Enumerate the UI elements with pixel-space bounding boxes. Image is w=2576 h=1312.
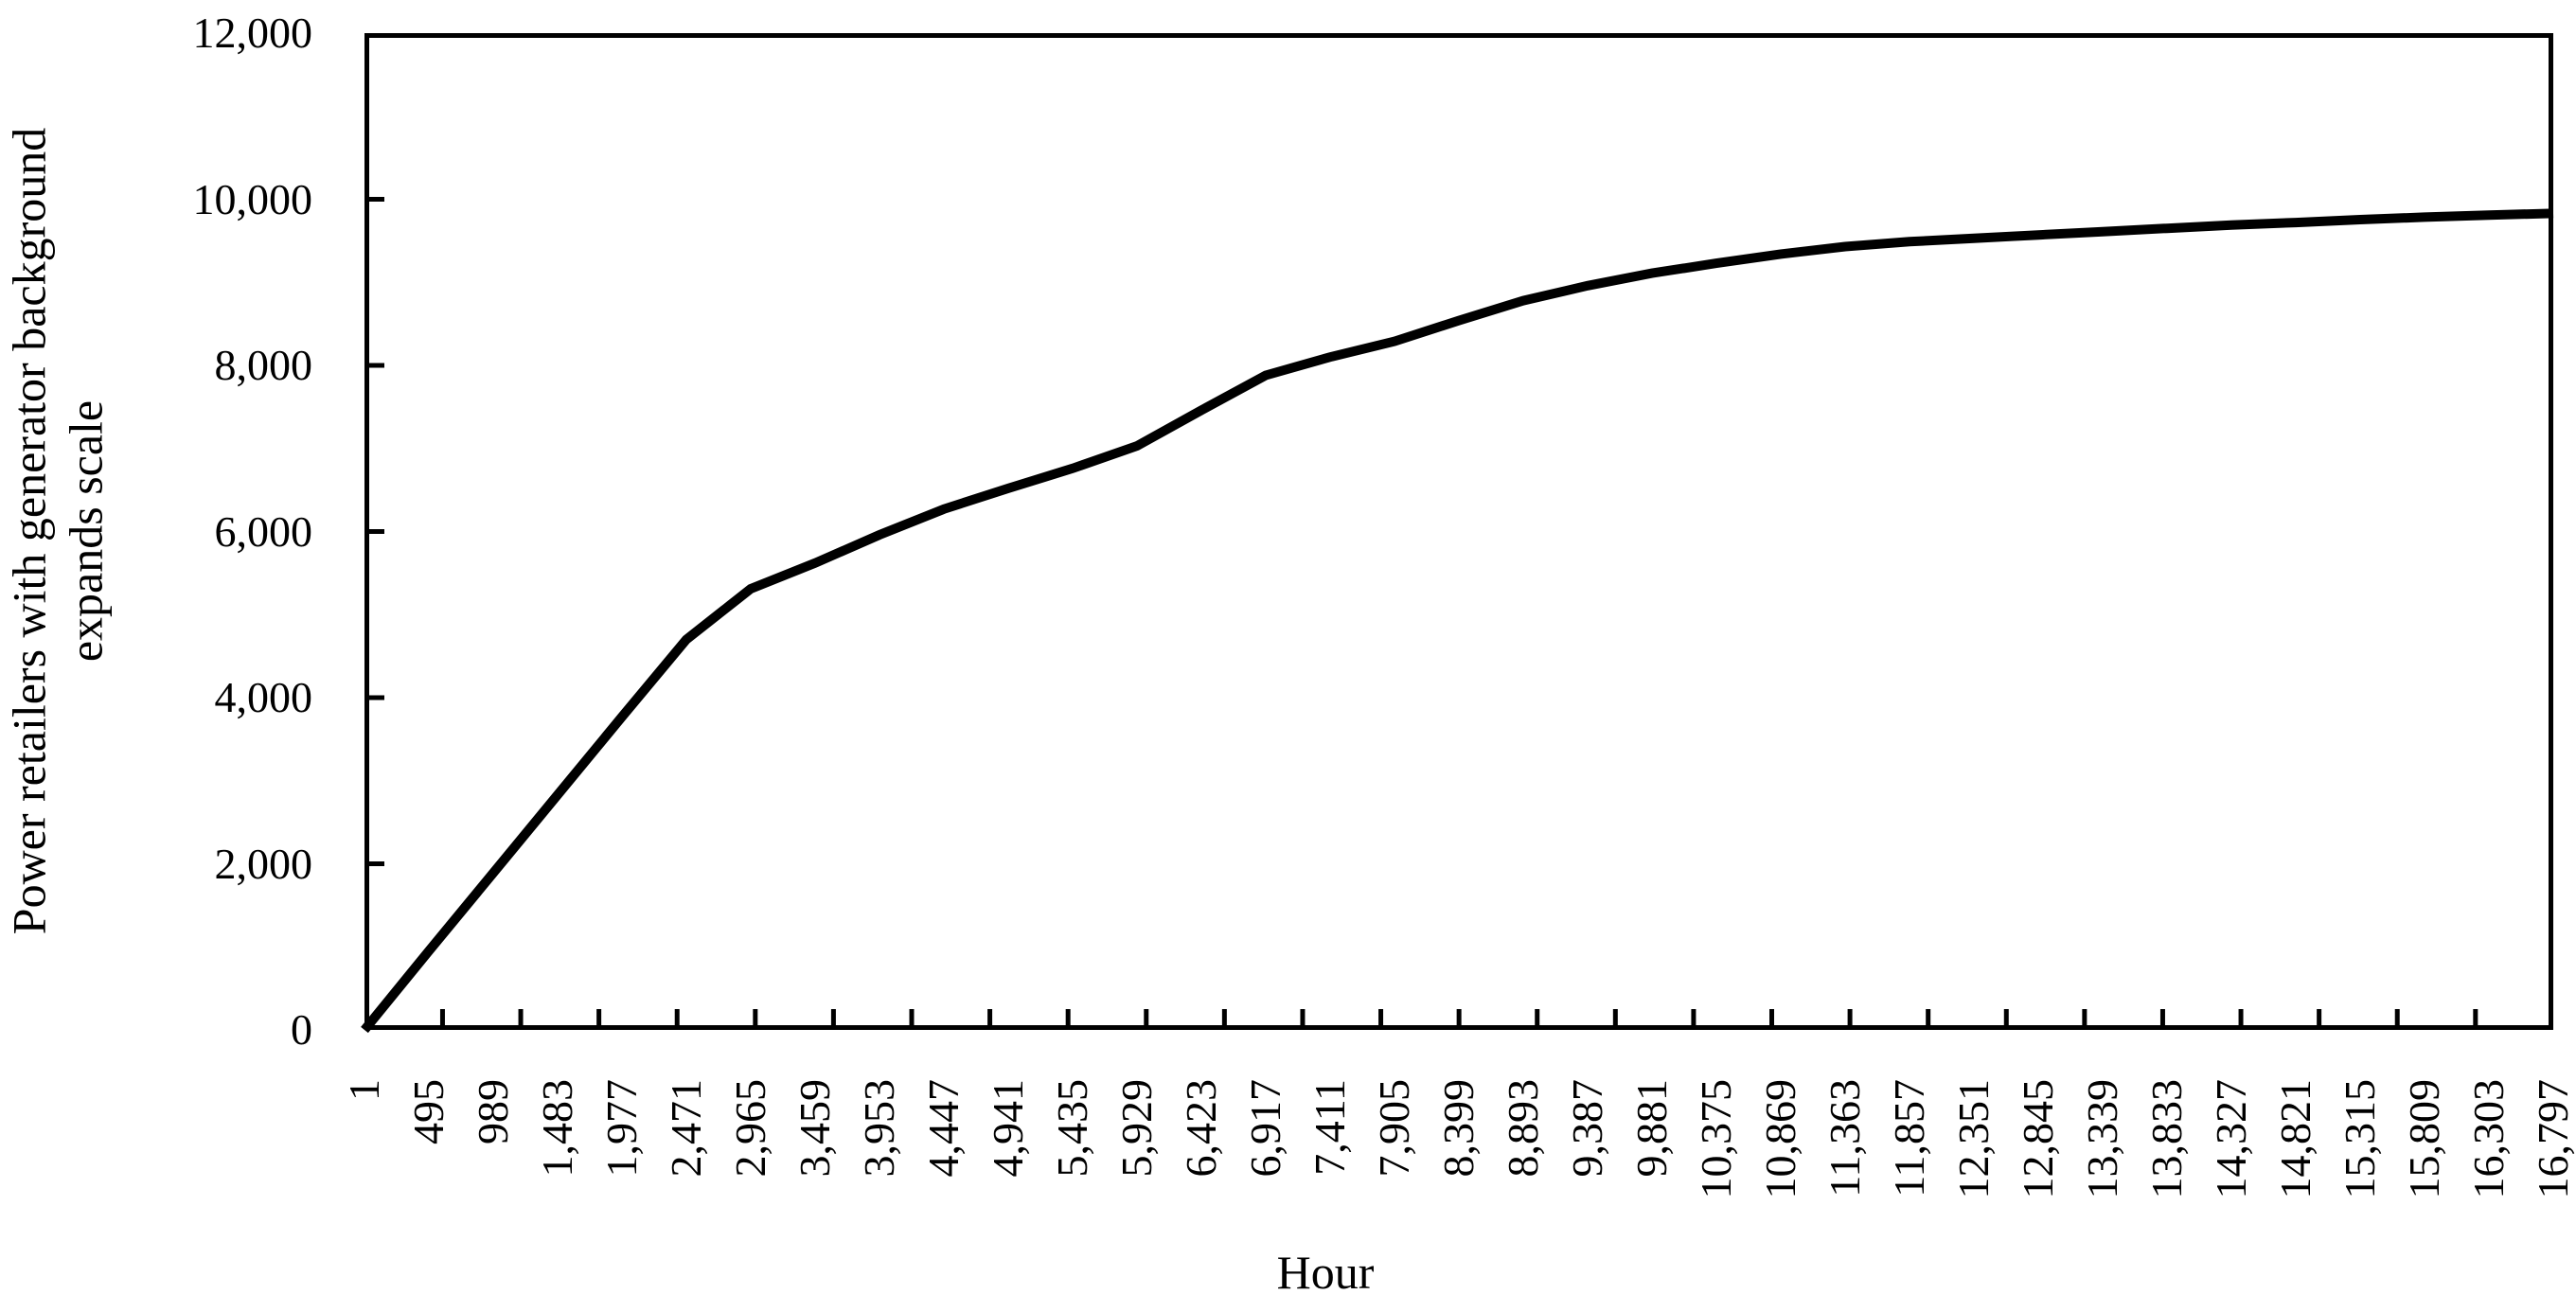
x-tick-label: 10,375 [1692, 1079, 1740, 1199]
x-tick-label: 14,327 [2207, 1079, 2255, 1199]
x-tick-label: 13,339 [2078, 1079, 2126, 1199]
plot-frame [364, 33, 2553, 1030]
x-tick-label: 15,809 [2400, 1079, 2448, 1199]
x-tick-label: 13,833 [2142, 1079, 2191, 1199]
x-tick-label: 2,471 [662, 1079, 710, 1178]
y-tick-label: 8,000 [214, 341, 313, 389]
x-axis-title: Hour [1276, 1246, 1375, 1299]
y-tick-label: 4,000 [214, 673, 313, 721]
x-tick-label: 3,953 [855, 1079, 903, 1178]
x-tick-label: 9,387 [1563, 1079, 1611, 1178]
y-tick-label: 6,000 [214, 506, 313, 556]
x-tick-label: 11,857 [1885, 1079, 1933, 1197]
x-tick-label: 1,483 [533, 1079, 581, 1178]
y-tick-label: 0 [291, 1005, 312, 1054]
x-tick-label: 3,459 [791, 1079, 839, 1178]
x-tick-label: 16,797 [2529, 1079, 2576, 1199]
x-tick-label: 989 [469, 1079, 517, 1144]
y-tick-label: 2,000 [214, 839, 313, 888]
x-tick-label: 5,435 [1048, 1079, 1096, 1178]
x-tick-label: 11,363 [1821, 1079, 1869, 1197]
x-tick-label: 9,881 [1627, 1079, 1676, 1178]
x-tick-label: 12,351 [1949, 1079, 1998, 1199]
x-tick-label: 1 [340, 1079, 388, 1101]
x-tick-label: 16,303 [2464, 1079, 2513, 1199]
y-tick-label: 10,000 [192, 174, 313, 223]
y-tick-label: 12,000 [192, 9, 313, 57]
x-tick-label: 1,977 [597, 1079, 646, 1178]
x-tick-label: 15,315 [2336, 1079, 2384, 1199]
x-tick-label: 495 [404, 1079, 453, 1144]
x-tick-label: 4,447 [919, 1079, 968, 1178]
x-tick-label: 12,845 [2014, 1079, 2062, 1199]
data-series-line [361, 208, 2554, 1034]
x-tick-label: 4,941 [984, 1079, 1032, 1178]
x-tick-label: 2,965 [726, 1079, 774, 1178]
plot-area [361, 33, 2554, 1034]
x-tick-label: 14,821 [2271, 1079, 2319, 1199]
x-tick-label: 10,869 [1756, 1079, 1804, 1199]
